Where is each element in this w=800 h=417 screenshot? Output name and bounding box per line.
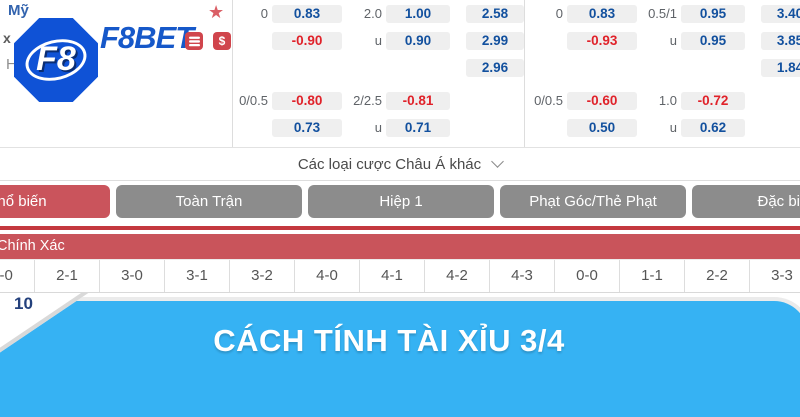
odds-button[interactable]: 3.85 bbox=[761, 32, 800, 50]
score-cell: 2-1 bbox=[35, 260, 100, 292]
column-divider bbox=[524, 0, 525, 147]
odds-button[interactable]: -0.80 bbox=[272, 92, 342, 110]
chevron-down-icon bbox=[491, 155, 505, 168]
team2-name-fragment: x bbox=[3, 30, 11, 46]
favorite-star-icon[interactable]: ★ bbox=[208, 2, 225, 22]
tab-phat-goc-the-phat[interactable]: Phạt Góc/Thẻ Phạt bbox=[500, 185, 686, 218]
score-cell: 4-1 bbox=[360, 260, 425, 292]
market-title: Chính Xác bbox=[0, 238, 65, 254]
score-cell: 4-0 bbox=[295, 260, 360, 292]
correct-score-row: 2-0 2-1 3-0 3-1 3-2 4-0 4-1 4-2 4-3 0-0 … bbox=[0, 259, 800, 293]
odds-row: 0.50 u 0.62 bbox=[527, 119, 800, 137]
section-divider bbox=[0, 147, 800, 148]
tab-hiep-1[interactable]: Hiệp 1 bbox=[308, 185, 494, 218]
odds-button[interactable]: 0.50 bbox=[567, 119, 637, 137]
odds-button[interactable]: 0.95 bbox=[681, 32, 745, 50]
handicap-label: 0/0.5 bbox=[239, 93, 268, 108]
more-asian-markets-label: Các loại cược Châu Á khác bbox=[297, 155, 482, 173]
more-asian-markets-button[interactable]: Các loại cược Châu Á khác bbox=[0, 148, 800, 181]
odds-button[interactable]: 0.83 bbox=[567, 5, 637, 23]
odds-row: 1.84 bbox=[527, 59, 800, 77]
score-cell: 2-2 bbox=[685, 260, 750, 292]
promo-banner-title: CÁCH TÍNH TÀI XỈU 3/4 bbox=[213, 323, 565, 358]
tab-indicator-line bbox=[0, 226, 800, 230]
odds-button[interactable]: -0.90 bbox=[272, 32, 342, 50]
score-cell: 4-3 bbox=[490, 260, 555, 292]
odds-block-2: 0 0.83 0.5/1 0.95 3.40 -0.93 u 0.95 3.85… bbox=[527, 0, 800, 146]
handicap-label: 0 bbox=[555, 6, 563, 21]
column-divider bbox=[232, 0, 233, 147]
odds-button[interactable]: 0.95 bbox=[681, 5, 745, 23]
promo-banner: CÁCH TÍNH TÀI XỈU 3/4 bbox=[0, 297, 800, 417]
handicap-label: u bbox=[374, 120, 382, 135]
odds-button[interactable]: -0.72 bbox=[681, 92, 745, 110]
odds-button[interactable]: 2.99 bbox=[466, 32, 524, 50]
score-cell: 4-2 bbox=[425, 260, 490, 292]
logo-wordmark: F8BET bbox=[100, 20, 194, 55]
coins-icon bbox=[185, 32, 203, 50]
odds-button[interactable]: 0.73 bbox=[272, 119, 342, 137]
handicap-label: 2/2.5 bbox=[353, 93, 382, 108]
handicap-label: u bbox=[374, 33, 382, 48]
odds-row: 0/0.5 -0.60 1.0 -0.72 bbox=[527, 92, 800, 110]
odds-button[interactable]: 1.00 bbox=[386, 5, 450, 23]
odds-button[interactable]: -0.60 bbox=[567, 92, 637, 110]
handicap-label: 0/0.5 bbox=[534, 93, 563, 108]
logo-octagon-text: F8 bbox=[36, 40, 76, 78]
odds-button[interactable]: 3.40 bbox=[761, 5, 800, 23]
market-title-bar[interactable]: Chính Xác bbox=[0, 234, 800, 259]
tab-pho-bien[interactable]: Phổ biến bbox=[0, 185, 110, 218]
score-cell: 0-0 bbox=[555, 260, 620, 292]
odds-row: -0.93 u 0.95 3.85 bbox=[527, 32, 800, 50]
score-cell: 1-1 bbox=[620, 260, 685, 292]
team1-name: Mỹ bbox=[8, 2, 29, 19]
handicap-label: 2.0 bbox=[363, 6, 382, 21]
odds-block-1: 0 0.83 2.0 1.00 2.58 -0.90 u 0.90 2.99 2… bbox=[232, 0, 532, 146]
dollar-icon: $ bbox=[213, 32, 231, 50]
score-cell: 3-2 bbox=[230, 260, 295, 292]
tab-toan-tran[interactable]: Toàn Trận bbox=[116, 185, 302, 218]
odds-row: 0 0.83 2.0 1.00 2.58 bbox=[232, 5, 532, 23]
score-cell: 2-0 bbox=[0, 260, 35, 292]
score-odds-value[interactable]: 10 bbox=[14, 294, 33, 313]
market-tabs: Phổ biến Toàn Trận Hiệp 1 Phạt Góc/Thẻ P… bbox=[0, 185, 800, 218]
odds-button[interactable]: 1.84 bbox=[761, 59, 800, 77]
odds-button[interactable]: 0.83 bbox=[272, 5, 342, 23]
score-cell: 3-0 bbox=[100, 260, 165, 292]
logo-octagon: F8 bbox=[14, 18, 98, 102]
odds-button[interactable]: 0.71 bbox=[386, 119, 450, 137]
tab-dac-biet[interactable]: Đặc biệt bbox=[692, 185, 800, 218]
handicap-label: u bbox=[669, 33, 677, 48]
odds-row: 0 0.83 0.5/1 0.95 3.40 bbox=[527, 5, 800, 23]
match-odds-section: Mỹ x s Hòa ★ F8 F8BET $ 0 0.83 2.0 1.00 … bbox=[0, 0, 800, 148]
odds-button[interactable]: 0.62 bbox=[681, 119, 745, 137]
odds-button[interactable]: 0.90 bbox=[386, 32, 450, 50]
handicap-label: 1.0 bbox=[658, 93, 677, 108]
odds-row: 2.96 bbox=[232, 59, 532, 77]
handicap-label: 0 bbox=[260, 6, 268, 21]
score-cell: 3-3 bbox=[750, 260, 800, 292]
odds-row: 0.73 u 0.71 bbox=[232, 119, 532, 137]
odds-row: 0/0.5 -0.80 2/2.5 -0.81 bbox=[232, 92, 532, 110]
handicap-label: u bbox=[669, 120, 677, 135]
odds-button[interactable]: -0.81 bbox=[386, 92, 450, 110]
handicap-label: 0.5/1 bbox=[648, 6, 677, 21]
odds-button[interactable]: 2.96 bbox=[466, 59, 524, 77]
odds-row: -0.90 u 0.90 2.99 bbox=[232, 32, 532, 50]
score-cell: 3-1 bbox=[165, 260, 230, 292]
odds-button[interactable]: -0.93 bbox=[567, 32, 637, 50]
odds-button[interactable]: 2.58 bbox=[466, 5, 524, 23]
